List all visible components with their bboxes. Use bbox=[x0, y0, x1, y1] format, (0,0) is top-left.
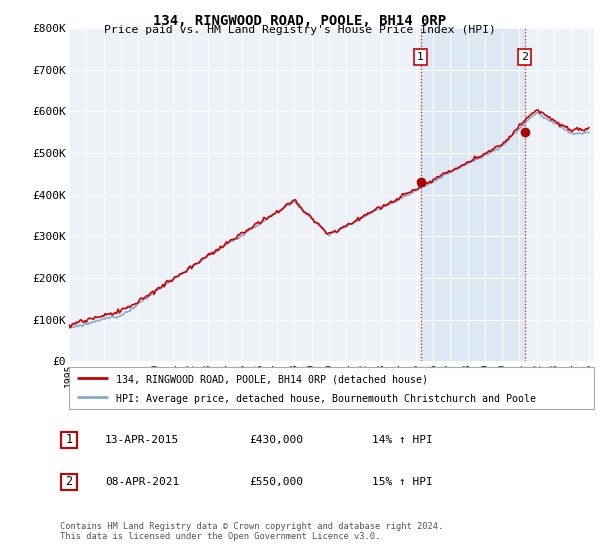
Text: £550,000: £550,000 bbox=[249, 477, 303, 487]
Text: £430,000: £430,000 bbox=[249, 435, 303, 445]
FancyBboxPatch shape bbox=[61, 474, 77, 489]
Text: 13-APR-2015: 13-APR-2015 bbox=[105, 435, 179, 445]
Text: Price paid vs. HM Land Registry's House Price Index (HPI): Price paid vs. HM Land Registry's House … bbox=[104, 25, 496, 35]
Text: 08-APR-2021: 08-APR-2021 bbox=[105, 477, 179, 487]
FancyBboxPatch shape bbox=[69, 367, 594, 409]
Text: 134, RINGWOOD ROAD, POOLE, BH14 0RP (detached house): 134, RINGWOOD ROAD, POOLE, BH14 0RP (det… bbox=[116, 375, 428, 384]
Bar bbox=[421, 28, 524, 361]
Text: 134, RINGWOOD ROAD, POOLE, BH14 0RP: 134, RINGWOOD ROAD, POOLE, BH14 0RP bbox=[154, 14, 446, 28]
Text: 2: 2 bbox=[65, 475, 73, 488]
Text: 15% ↑ HPI: 15% ↑ HPI bbox=[372, 477, 433, 487]
Text: 1: 1 bbox=[417, 52, 424, 62]
FancyBboxPatch shape bbox=[61, 432, 77, 447]
Text: HPI: Average price, detached house, Bournemouth Christchurch and Poole: HPI: Average price, detached house, Bour… bbox=[116, 394, 536, 404]
Text: 14% ↑ HPI: 14% ↑ HPI bbox=[372, 435, 433, 445]
Text: Contains HM Land Registry data © Crown copyright and database right 2024.
This d: Contains HM Land Registry data © Crown c… bbox=[60, 522, 443, 542]
Text: 1: 1 bbox=[65, 433, 73, 446]
Text: 2: 2 bbox=[521, 52, 528, 62]
